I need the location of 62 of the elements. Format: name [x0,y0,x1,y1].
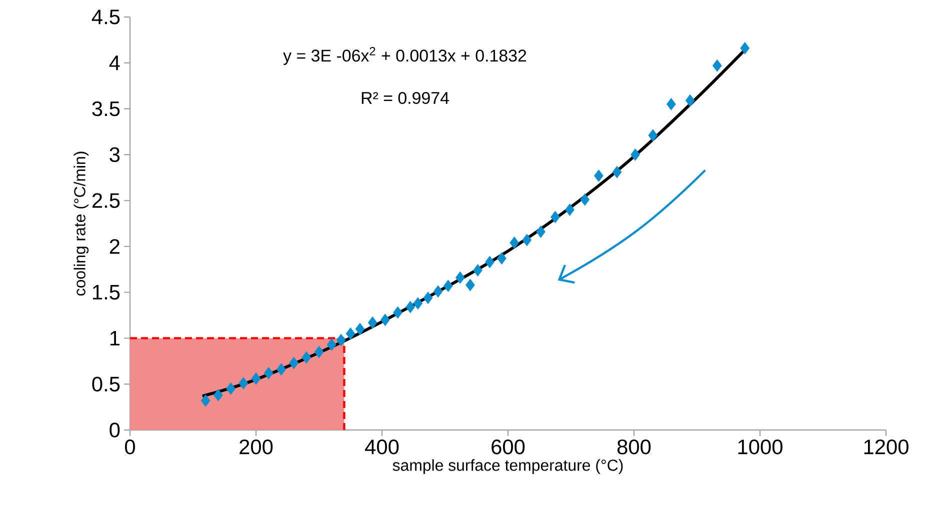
point [289,356,299,370]
point [314,346,324,358]
point [630,148,640,161]
y-tick-label: 4.5 [92,10,120,24]
point [346,327,356,340]
point [565,204,574,216]
y-tick-label: 4 [109,56,120,70]
y-tick-label: 2.5 [92,193,120,208]
point [510,236,520,249]
x-tick-label: 600 [492,440,525,454]
point [497,252,506,265]
point [264,366,274,380]
point [740,42,750,54]
x-tick-label: 200 [240,440,273,454]
point [276,363,286,376]
y-tick-label: 0.5 [92,376,120,392]
point [200,394,210,407]
point [550,210,560,224]
y-tick-label: 3 [110,147,120,162]
x-axis-title: sample surface temperature (°C) [392,459,623,474]
point [380,314,390,326]
point [226,382,236,395]
point [685,94,695,107]
point [473,264,482,276]
point [612,166,622,178]
point [455,271,465,284]
point [536,226,546,238]
x-tick-label: 800 [617,440,651,454]
point [368,316,378,329]
point [580,193,590,206]
point [355,322,365,336]
point [594,170,604,182]
y-tick-label: 1 [110,331,120,346]
annotation: R² = 0.9974 [362,92,449,104]
y-tick-label: 3.5 [92,101,120,116]
point [423,292,433,304]
point [326,338,336,351]
y-tick-label: 0 [110,422,120,438]
point [393,306,402,319]
point [336,334,346,346]
point [666,98,676,110]
point [251,372,261,385]
point [485,256,494,268]
point [648,129,658,142]
x-tick-label: 400 [365,440,399,454]
point [433,285,443,298]
point [413,297,423,310]
point [214,388,223,402]
point [522,234,532,246]
x-tick-label: 1000 [738,440,782,454]
point [302,351,312,364]
point [238,376,248,390]
y-tick-label: 1.5 [93,285,120,300]
annotation: y = 3E -06x$^{2}$ + 0.0013x + 0.1832 [283,46,526,66]
point [466,278,475,292]
x-tick-label: 0 [125,440,136,454]
y-axis-title: cooling rate (°C/min) [74,152,89,296]
x-tick-label: 1200 [864,440,908,454]
point [712,59,722,72]
point [443,280,453,292]
y-tick-label: 2 [110,239,120,254]
point [406,300,416,314]
